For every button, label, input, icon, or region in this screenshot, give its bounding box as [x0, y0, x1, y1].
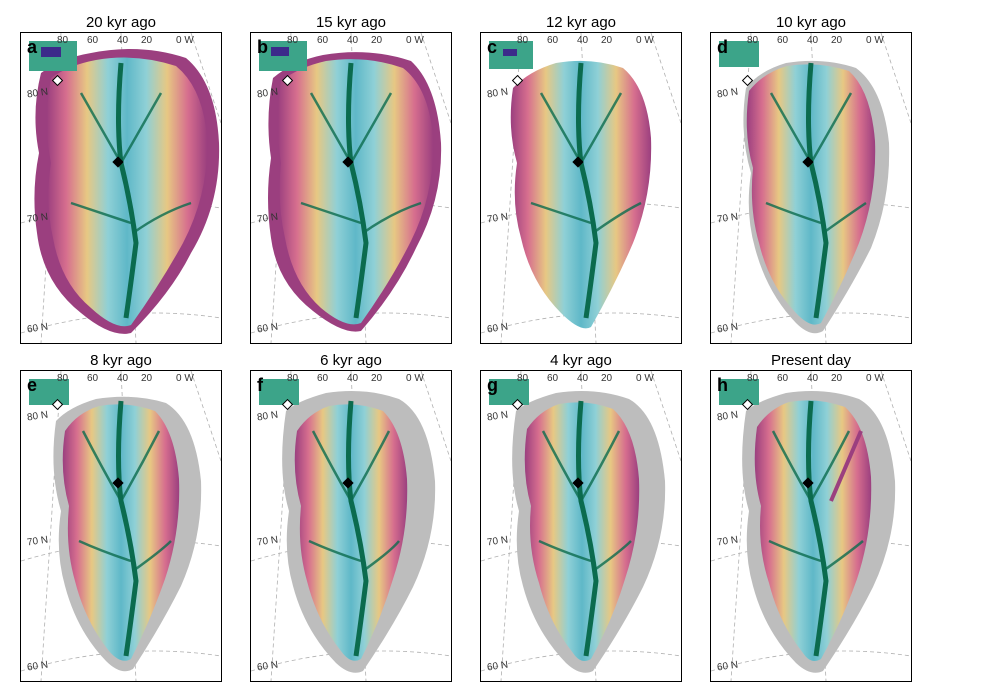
map-ice-extent — [251, 33, 451, 343]
panel-title: 20 kyr ago — [85, 14, 157, 31]
panel-letter: f — [257, 375, 263, 395]
lon-label: 40 — [577, 373, 589, 384]
panel-letter: h — [717, 375, 728, 395]
map-ice-extent — [711, 371, 911, 681]
lon-label: 60 — [87, 373, 99, 384]
lon-label: 40 — [117, 373, 129, 384]
lon-label: 0 W — [176, 35, 194, 46]
ice-sheet — [510, 60, 652, 329]
map-frame: g 80 60 40 20 0 W 80 N 70 N 60 N — [480, 370, 682, 682]
lon-label: 0 W — [406, 373, 424, 384]
camp-marker — [51, 74, 64, 87]
panel-letter: e — [27, 375, 38, 395]
lon-label: 20 — [141, 373, 153, 384]
panel-letter: g — [487, 375, 498, 395]
ice-sheet — [294, 404, 408, 661]
map-ice-extent — [711, 33, 911, 343]
map-ice-extent — [21, 33, 221, 343]
lon-label: 20 — [371, 373, 383, 384]
lon-label: 80 — [287, 373, 299, 384]
panel-title: 15 kyr ago — [315, 14, 387, 31]
panel-title: 6 kyr ago — [320, 352, 382, 369]
panel-letter: c — [487, 37, 498, 57]
lon-label: 80 — [747, 35, 759, 46]
map-frame: b 80 60 40 20 0 W 80 N 70 N 60 N — [250, 32, 452, 344]
lon-label: 20 — [601, 35, 613, 46]
lon-label: 60 — [317, 373, 329, 384]
panel-title: 8 kyr ago — [90, 352, 152, 369]
ice-sheet — [746, 64, 876, 325]
lon-label: 0 W — [636, 373, 654, 384]
lon-label: 80 — [517, 373, 529, 384]
panel-title: 12 kyr ago — [545, 14, 617, 31]
lon-label: 80 — [57, 35, 69, 46]
panel-title: 4 kyr ago — [550, 352, 612, 369]
panel-letter: b — [257, 37, 268, 57]
lon-label: 80 — [57, 373, 69, 384]
map-frame: h 80 60 40 20 0 W 80 N 70 N 60 N — [710, 370, 912, 682]
ice-sheet — [524, 402, 640, 661]
lon-label: 60 — [777, 373, 789, 384]
lon-label: 20 — [141, 35, 153, 46]
lon-label: 60 — [317, 35, 329, 46]
lon-label: 20 — [601, 373, 613, 384]
lon-label: 0 W — [866, 373, 884, 384]
lon-label: 80 — [517, 35, 529, 46]
panel-letter: a — [27, 37, 38, 57]
lon-label: 0 W — [176, 373, 194, 384]
map-frame: c 80 60 40 20 0 W 80 N 70 N 60 N — [480, 32, 682, 344]
lon-label: 80 — [747, 373, 759, 384]
map-ice-extent — [481, 33, 681, 343]
lon-label: 20 — [831, 35, 843, 46]
map-ice-extent — [481, 371, 681, 681]
lon-label: 40 — [347, 373, 359, 384]
lon-label: 40 — [347, 35, 359, 46]
lon-label: 40 — [577, 35, 589, 46]
map-frame: e 80 60 40 20 0 W 80 N 70 N 60 N — [20, 370, 222, 682]
panel-title: Present day — [770, 352, 852, 369]
lon-label: 0 W — [636, 35, 654, 46]
lon-label: 60 — [87, 35, 99, 46]
lon-label: 80 — [287, 35, 299, 46]
lon-label: 40 — [807, 35, 819, 46]
lon-label: 40 — [807, 373, 819, 384]
panel-letter: d — [717, 37, 728, 57]
lon-label: 20 — [371, 35, 383, 46]
map-frame: a 80 60 40 20 0 W 80 N 70 N 60 N — [20, 32, 222, 344]
panel-title: 10 kyr ago — [775, 14, 847, 31]
lon-label: 60 — [777, 35, 789, 46]
map-ice-extent — [21, 371, 221, 681]
lon-label: 60 — [547, 373, 559, 384]
lon-label: 60 — [547, 35, 559, 46]
lon-label: 0 W — [866, 35, 884, 46]
lon-label: 20 — [831, 373, 843, 384]
map-frame: f 80 60 40 20 0 W 80 N 70 N 60 N — [250, 370, 452, 682]
map-ice-extent — [251, 371, 451, 681]
lon-label: 40 — [117, 35, 129, 46]
ice-sheet — [62, 404, 180, 661]
ice-sheet — [754, 400, 872, 661]
ice-divide — [116, 62, 139, 319]
map-frame: d 80 60 40 20 0 W 80 N 70 N 60 N — [710, 32, 912, 344]
lon-label: 0 W — [406, 35, 424, 46]
